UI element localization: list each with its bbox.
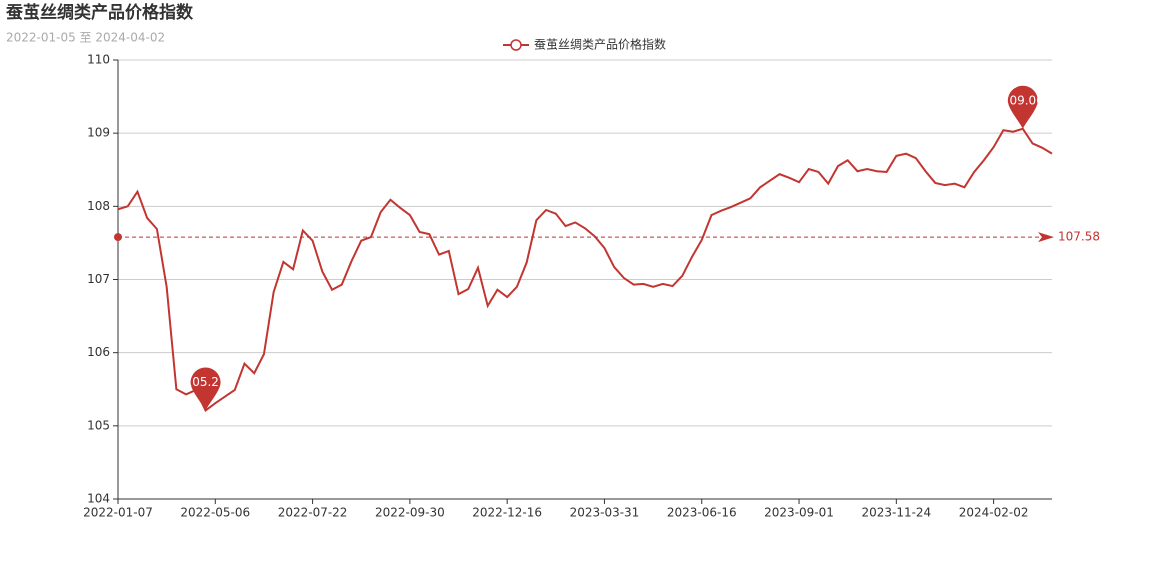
y-tick-label: 104 xyxy=(87,492,110,506)
y-tick-label: 109 xyxy=(87,126,110,140)
y-tick-label: 106 xyxy=(87,345,110,359)
max-pin-label: 109.06 xyxy=(1002,93,1044,107)
x-tick-label: 2022-12-16 xyxy=(472,506,542,520)
average-start xyxy=(114,233,122,242)
min-pin-label: 105.21 xyxy=(185,375,227,389)
legend[interactable]: 蚕茧丝绸类产品价格指数 xyxy=(503,37,666,52)
x-tick-label: 2022-07-22 xyxy=(278,506,348,520)
x-tick-label: 2023-03-31 xyxy=(570,506,640,520)
y-tick-label: 108 xyxy=(87,199,110,213)
chart-title: 蚕茧丝绸类产品价格指数 xyxy=(5,2,194,23)
x-tick-label: 2024-02-02 xyxy=(959,506,1029,520)
y-tick-label: 107 xyxy=(87,272,110,286)
min-pin xyxy=(190,367,221,411)
y-tick-label: 105 xyxy=(87,418,110,432)
x-tick-label: 2023-06-16 xyxy=(667,506,737,520)
x-tick-label: 2023-11-24 xyxy=(861,506,931,520)
x-tick-label: 2023-09-01 xyxy=(764,506,834,520)
x-tick-label: 2022-01-07 xyxy=(83,506,153,520)
y-tick-label: 110 xyxy=(87,53,110,67)
average-label: 107.58 xyxy=(1058,230,1100,244)
max-pin xyxy=(1007,85,1038,129)
series-line xyxy=(117,127,1053,413)
x-tick-label: 2022-05-06 xyxy=(180,506,250,520)
x-tick-label: 2022-09-30 xyxy=(375,506,445,520)
legend-label: 蚕茧丝绸类产品价格指数 xyxy=(534,37,666,52)
average-arrow xyxy=(1038,232,1054,243)
legend-symbol xyxy=(510,39,522,51)
chart-subtitle: 2022-01-05 至 2024-04-02 xyxy=(6,31,165,45)
